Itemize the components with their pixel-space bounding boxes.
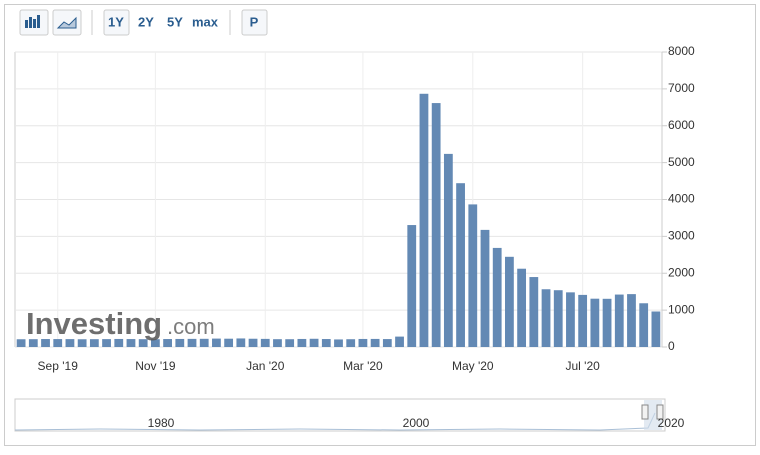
range-label[interactable]: 1Y [108, 14, 124, 29]
bar [41, 339, 50, 347]
x-tick-label: Jan '20 [246, 359, 285, 373]
bar-icon [25, 15, 40, 28]
navigator [14, 398, 666, 432]
bar [150, 339, 160, 347]
x-tick-label: Jul '20 [565, 359, 600, 373]
bar [16, 339, 26, 347]
bar [517, 268, 527, 347]
bar [480, 229, 490, 347]
bar [419, 93, 429, 347]
bar [468, 204, 478, 347]
plot: 0 1000 2000 3000 4000 5000 6000 7000 8000 Sep '19… [15, 44, 695, 373]
bar [321, 339, 331, 347]
bar [614, 294, 624, 347]
watermark-brand: Investing [26, 306, 162, 341]
navigator-label: 1980 [148, 416, 175, 430]
bar [651, 311, 661, 347]
x-tick-label: Nov '19 [135, 359, 176, 373]
y-tick-label: 0 [668, 339, 675, 353]
x-tick-label: Mar '20 [343, 359, 383, 373]
bar [224, 338, 234, 347]
y-tick-label: 5000 [668, 155, 695, 169]
watermark: Investing .com [26, 306, 215, 341]
bar [370, 338, 380, 347]
bar [199, 338, 209, 347]
y-tick-label: 3000 [668, 229, 695, 243]
y-tick-label: 4000 [668, 192, 695, 206]
x-tick-label: May '20 [452, 359, 494, 373]
navigator-series [14, 412, 656, 431]
bar [566, 292, 575, 347]
bar [529, 277, 539, 347]
x-tick-label: Sep '19 [38, 359, 79, 373]
bar [492, 247, 502, 347]
bar [627, 294, 636, 347]
bar [590, 298, 600, 347]
bar [163, 339, 172, 347]
bar [285, 339, 295, 347]
bar [77, 339, 87, 347]
bar [53, 339, 63, 347]
frame [4, 4, 756, 446]
bar [443, 153, 453, 347]
bar [297, 338, 307, 347]
navigator-label: 2020 [658, 416, 685, 430]
y-tick-label: 1000 [668, 302, 695, 316]
bar [273, 339, 282, 347]
bar [407, 225, 417, 347]
navigator-label: 2000 [403, 416, 430, 430]
range-label[interactable]: 2Y [138, 14, 154, 29]
print-button[interactable] [241, 9, 268, 36]
navigator-handle[interactable] [641, 404, 649, 420]
line-icon [56, 16, 77, 29]
print-label[interactable]: P [250, 14, 259, 29]
bar [358, 338, 368, 347]
y-tick-label: 6000 [668, 118, 695, 132]
bar [89, 339, 99, 347]
navigator-handle[interactable] [656, 404, 664, 420]
bar [28, 339, 38, 347]
y-tick-label: 2000 [668, 265, 695, 279]
bar [138, 339, 148, 347]
bar [309, 338, 319, 347]
bar [187, 338, 197, 347]
bar [456, 183, 465, 347]
y-tick-label: 8000 [668, 44, 695, 58]
bar [175, 338, 185, 347]
bar [395, 336, 404, 347]
bar [541, 289, 551, 347]
bar [505, 256, 514, 347]
bar [126, 339, 136, 347]
bar [65, 339, 75, 347]
bar [553, 290, 563, 347]
bar [236, 338, 246, 347]
bar [639, 303, 649, 347]
range-label[interactable]: max [192, 14, 219, 29]
bar [346, 339, 356, 347]
bar [431, 103, 441, 348]
bar [602, 298, 612, 347]
bar [212, 338, 221, 347]
bar [334, 339, 343, 347]
line-icon-button[interactable] [52, 9, 82, 36]
range-label[interactable]: 5Y [167, 14, 183, 29]
bar [114, 338, 124, 347]
bar [382, 339, 392, 347]
y-tick-label: 7000 [668, 81, 695, 95]
watermark-suffix: .com [167, 314, 215, 339]
bar [260, 338, 270, 347]
bar [248, 338, 258, 347]
range-button[interactable] [103, 9, 130, 36]
bar [578, 294, 588, 347]
bar [102, 339, 111, 347]
